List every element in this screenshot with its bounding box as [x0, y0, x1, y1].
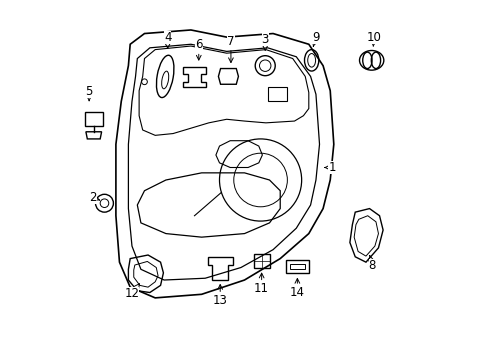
Text: 4: 4 — [163, 31, 171, 48]
Text: 13: 13 — [212, 285, 227, 307]
Text: 7: 7 — [227, 35, 234, 63]
Text: 11: 11 — [254, 273, 268, 296]
Text: 12: 12 — [124, 284, 139, 300]
Text: 6: 6 — [195, 39, 202, 60]
Text: 3: 3 — [261, 33, 268, 50]
Text: 14: 14 — [289, 279, 304, 299]
Text: 10: 10 — [366, 31, 381, 46]
Text: 5: 5 — [85, 85, 93, 101]
Text: 8: 8 — [368, 256, 375, 271]
Text: 2: 2 — [89, 191, 99, 204]
Text: 9: 9 — [311, 31, 319, 46]
Text: 1: 1 — [325, 161, 335, 174]
